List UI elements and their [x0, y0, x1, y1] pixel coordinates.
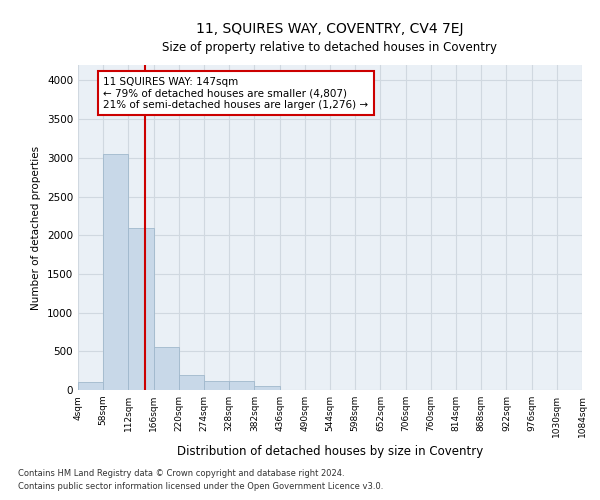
Y-axis label: Number of detached properties: Number of detached properties: [31, 146, 41, 310]
Bar: [229, 382, 254, 390]
Bar: [128, 228, 154, 390]
Text: Contains public sector information licensed under the Open Government Licence v3: Contains public sector information licen…: [18, 482, 383, 491]
Text: 11, SQUIRES WAY, COVENTRY, CV4 7EJ: 11, SQUIRES WAY, COVENTRY, CV4 7EJ: [196, 22, 464, 36]
Text: Size of property relative to detached houses in Coventry: Size of property relative to detached ho…: [163, 41, 497, 54]
X-axis label: Distribution of detached houses by size in Coventry: Distribution of detached houses by size …: [177, 446, 483, 458]
Bar: [78, 382, 103, 390]
Bar: [254, 386, 280, 390]
Bar: [103, 154, 128, 390]
Text: Contains HM Land Registry data © Crown copyright and database right 2024.: Contains HM Land Registry data © Crown c…: [18, 468, 344, 477]
Bar: [204, 381, 229, 390]
Text: 11 SQUIRES WAY: 147sqm
← 79% of detached houses are smaller (4,807)
21% of semi-: 11 SQUIRES WAY: 147sqm ← 79% of detached…: [103, 76, 368, 110]
Bar: [154, 348, 179, 390]
Bar: [179, 374, 204, 390]
